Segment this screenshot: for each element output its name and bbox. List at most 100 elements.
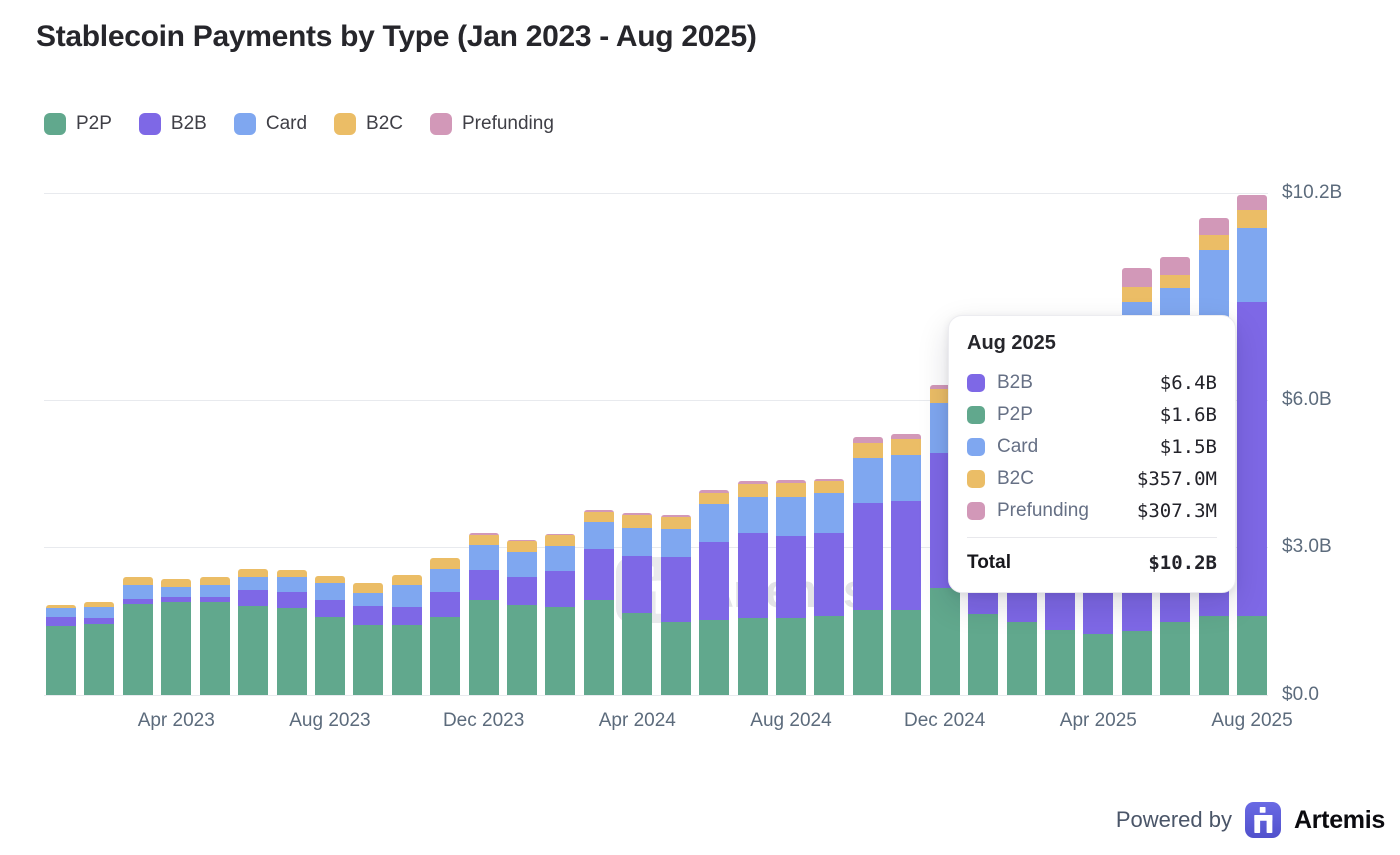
- bar-segment-b2b: [1237, 301, 1268, 617]
- bar-mar-2024[interactable]: [583, 510, 614, 695]
- bar-jun-2023[interactable]: [238, 568, 269, 695]
- bar-segment-b2c: [737, 483, 768, 498]
- bar-oct-2024[interactable]: [852, 437, 883, 695]
- tooltip-header: Aug 2025: [967, 332, 1056, 354]
- bar-segment-b2b: [122, 598, 153, 604]
- bar-dec-2023[interactable]: [468, 533, 499, 695]
- bar-mar-2023[interactable]: [122, 577, 153, 695]
- bar-segment-card: [199, 585, 230, 598]
- bar-nov-2024[interactable]: [891, 433, 922, 695]
- bar-segment-b2b: [430, 591, 461, 617]
- gridline: [44, 695, 1268, 696]
- gridline: [44, 547, 1268, 549]
- powered-by-link[interactable]: Powered by Artemis: [1116, 802, 1385, 838]
- bar-jan-2024[interactable]: [507, 539, 538, 695]
- bar-segment-b2c: [545, 535, 576, 546]
- bar-segment-p2p: [622, 612, 653, 695]
- bar-segment-b2c: [122, 577, 153, 586]
- bar-segment-prefunding: [468, 533, 499, 535]
- tooltip-total-value: $10.2B: [1148, 552, 1217, 574]
- bar-segment-b2b: [507, 576, 538, 606]
- legend-swatch: [334, 113, 357, 135]
- bar-aug-2024[interactable]: [775, 479, 806, 695]
- bar-segment-card: [775, 496, 806, 536]
- bar-segment-p2p: [1083, 634, 1114, 695]
- bar-segment-card: [737, 497, 768, 534]
- bar-segment-p2p: [929, 588, 960, 695]
- x-axis-label: Apr 2024: [598, 710, 676, 731]
- bar-segment-b2b: [775, 535, 806, 619]
- bar-segment-b2c: [1121, 287, 1152, 303]
- bar-apr-2024[interactable]: [622, 513, 653, 695]
- legend-item-prefunding[interactable]: Prefunding: [430, 113, 554, 135]
- bar-segment-prefunding: [1121, 268, 1152, 288]
- bar-feb-2024[interactable]: [545, 533, 576, 695]
- chart-tooltip: Aug 2025 B2B $6.4B P2P $1.6B Card $1.5B B2C $35…: [948, 315, 1236, 593]
- y-axis-label: $3.0B: [1282, 536, 1332, 558]
- bar-segment-card: [660, 528, 691, 558]
- tooltip-series-label: P2P: [997, 404, 1033, 425]
- chart-legend: P2P B2B Card B2C Prefunding: [44, 113, 554, 135]
- bar-segment-p2p: [1044, 630, 1075, 695]
- tooltip-row-b2c: B2C $357.0M: [967, 463, 1217, 495]
- bar-segment-b2c: [468, 534, 499, 545]
- bar-segment-b2b: [545, 571, 576, 607]
- bar-segment-b2b: [468, 569, 499, 600]
- bar-segment-p2p: [391, 625, 422, 695]
- bar-sep-2024[interactable]: [814, 478, 845, 695]
- bar-jan-2023[interactable]: [46, 605, 76, 695]
- bar-segment-card: [353, 592, 384, 606]
- bar-apr-2023[interactable]: [161, 578, 192, 695]
- bar-segment-p2p: [84, 623, 115, 695]
- bar-aug-2025[interactable]: [1237, 195, 1268, 695]
- bar-nov-2023[interactable]: [430, 557, 461, 695]
- bar-jun-2024[interactable]: [699, 490, 730, 695]
- legend-item-b2c[interactable]: B2C: [334, 113, 403, 135]
- bar-segment-b2b: [199, 597, 230, 603]
- bar-oct-2023[interactable]: [391, 574, 422, 695]
- gridline: [44, 399, 1268, 401]
- bar-segment-p2p: [238, 605, 269, 695]
- x-axis-label: Apr 2023: [137, 710, 215, 731]
- bar-segment-p2p: [1237, 616, 1268, 695]
- tooltip-row-prefunding: Prefunding $307.3M: [967, 495, 1217, 527]
- bar-segment-b2c: [276, 569, 307, 578]
- tooltip-swatch: [967, 502, 985, 520]
- bar-may-2024[interactable]: [660, 515, 691, 695]
- legend-item-card[interactable]: Card: [233, 113, 307, 135]
- bar-segment-b2b: [161, 597, 192, 603]
- bar-segment-card: [276, 577, 307, 592]
- plot-area: Artemis: [44, 165, 1268, 696]
- bar-segment-p2p: [507, 605, 538, 695]
- tooltip-series-value: $6.4B: [1159, 372, 1217, 394]
- bar-segment-card: [430, 568, 461, 592]
- bar-segment-prefunding: [929, 385, 960, 389]
- bar-may-2023[interactable]: [199, 577, 230, 695]
- bar-segment-p2p: [775, 618, 806, 695]
- bar-segment-b2c: [1237, 210, 1268, 228]
- bar-segment-b2c: [891, 438, 922, 455]
- bar-jul-2024[interactable]: [737, 481, 768, 695]
- footer-brand: Artemis: [1294, 805, 1385, 834]
- bar-segment-b2b: [814, 532, 845, 617]
- artemis-logo-icon: [1245, 802, 1281, 838]
- bar-jul-2023[interactable]: [276, 569, 307, 695]
- bar-segment-b2c: [391, 574, 422, 586]
- bar-segment-prefunding: [583, 510, 614, 512]
- bar-segment-b2c: [699, 492, 730, 504]
- legend-label: B2C: [366, 113, 403, 134]
- legend-item-b2b[interactable]: B2B: [138, 113, 207, 135]
- bar-segment-b2b: [852, 502, 883, 611]
- bar-feb-2023[interactable]: [84, 602, 115, 695]
- bar-segment-b2b: [238, 589, 269, 606]
- legend-item-p2p[interactable]: P2P: [44, 113, 112, 135]
- bar-segment-b2c: [1160, 275, 1191, 288]
- bar-segment-b2b: [46, 617, 76, 627]
- bar-segment-p2p: [583, 599, 614, 695]
- bar-aug-2023[interactable]: [314, 576, 345, 695]
- bar-segment-p2p: [852, 610, 883, 695]
- bar-sep-2023[interactable]: [353, 583, 384, 695]
- bar-segment-b2c: [353, 583, 384, 593]
- bar-segment-p2p: [545, 606, 576, 695]
